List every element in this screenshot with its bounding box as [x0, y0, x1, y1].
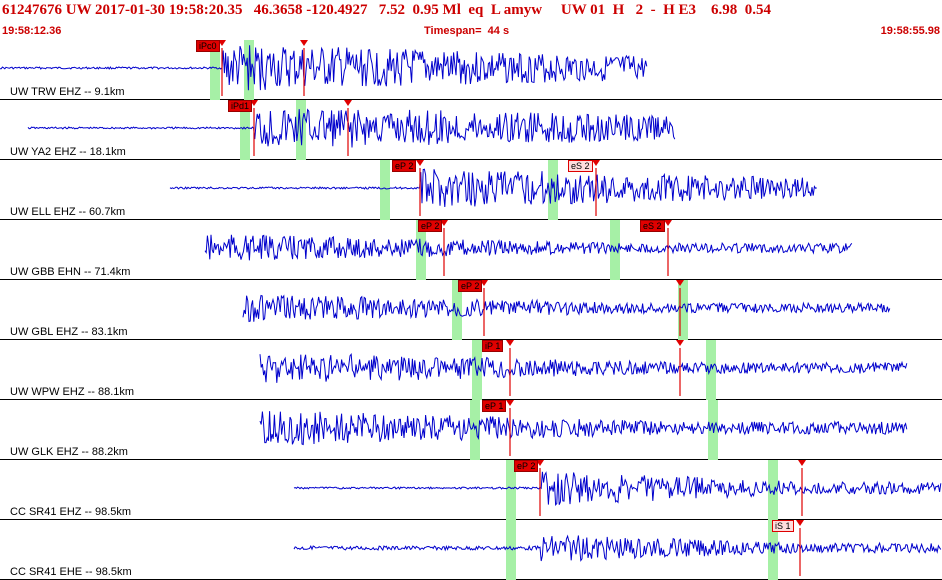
pick-p-label[interactable]: eP 2 [458, 280, 483, 292]
trace-sr41-ehz[interactable]: eP 2 CC SR41 EHZ -- 98.5km [0, 460, 942, 520]
waveform [293, 460, 942, 520]
pick-arrow-icon[interactable] [798, 460, 806, 466]
waveform [27, 100, 676, 160]
seismogram-line [27, 108, 676, 148]
pick-window [240, 100, 250, 160]
trace-label: UW GBL EHZ -- 83.1km [10, 326, 128, 338]
start-time: 19:58:12.36 [2, 25, 62, 37]
trace-wpw[interactable]: iP 1 UW WPW EHZ -- 88.1km [0, 340, 942, 400]
seismogram-line [259, 352, 908, 383]
pick-window [470, 400, 480, 460]
trace-label: UW GBB EHN -- 71.4km [10, 266, 131, 278]
seismogram-line [204, 234, 853, 261]
trace-label: UW ELL EHZ -- 60.7km [10, 206, 126, 218]
pick-arrow-icon[interactable] [664, 220, 672, 226]
waveform [169, 160, 817, 220]
pick-s-label[interactable]: iS 1 [772, 520, 794, 532]
waveform [293, 520, 942, 580]
seismogram-line [293, 534, 942, 562]
pick-window [678, 280, 688, 340]
seismogram-line [259, 411, 908, 446]
pick-window [452, 280, 462, 340]
trace-label: CC SR41 EHZ -- 98.5km [10, 506, 132, 518]
pick-window [706, 340, 716, 400]
trace-panel[interactable]: iPc0 UW TRW EHZ -- 9.1km iPd1 UW YA2 EHZ… [0, 40, 942, 580]
waveform [259, 400, 908, 460]
trace-sr41-ehe[interactable]: iS 1 CC SR41 EHE -- 98.5km [0, 520, 942, 580]
seismogram-line [169, 168, 817, 208]
pick-arrow-icon[interactable] [592, 160, 600, 166]
event-header: 61247676 UW 2017-01-30 19:58:20.35 46.36… [0, 0, 942, 40]
pick-window [506, 460, 516, 520]
event-title: 61247676 UW 2017-01-30 19:58:20.35 46.36… [2, 2, 772, 18]
pick-window [548, 160, 558, 220]
trace-label: UW TRW EHZ -- 9.1km [10, 86, 125, 98]
trace-label: UW YA2 EHZ -- 18.1km [10, 146, 126, 158]
trace-gbb[interactable]: eP 2 eS 2 UW GBB EHN -- 71.4km [0, 220, 942, 280]
pick-window [210, 40, 220, 100]
pick-arrow-icon[interactable] [506, 400, 514, 406]
pick-p-label[interactable]: eP 2 [392, 160, 417, 172]
pick-p-label[interactable]: iPd1 [228, 100, 253, 112]
pick-arrow-icon[interactable] [796, 520, 804, 526]
end-time: 19:58:55.98 [880, 25, 940, 37]
pick-window [472, 340, 482, 400]
pick-window [380, 160, 390, 220]
trace-glk[interactable]: eP 1 UW GLK EHZ -- 88.2km [0, 400, 942, 460]
pick-window [768, 460, 778, 520]
seismogram-line [242, 294, 891, 323]
pick-arrow-icon[interactable] [344, 100, 352, 106]
seismogram-line [0, 45, 648, 91]
pick-arrow-icon[interactable] [676, 280, 684, 286]
pick-p-label[interactable]: eP 2 [418, 220, 443, 232]
trace-label: UW GLK EHZ -- 88.2km [10, 446, 128, 458]
pick-arrow-icon[interactable] [300, 40, 308, 46]
pick-arrow-icon[interactable] [416, 160, 424, 166]
pick-p-label[interactable]: iP 1 [482, 340, 504, 352]
pick-p-label[interactable]: eP 2 [514, 460, 539, 472]
trace-gbl[interactable]: eP 2 UW GBL EHZ -- 83.1km [0, 280, 942, 340]
pick-window [506, 520, 516, 580]
timespan: Timespan= 44 s [424, 25, 510, 37]
trace-label: UW WPW EHZ -- 88.1km [10, 386, 135, 398]
pick-p-label[interactable]: iPc0 [196, 40, 220, 52]
trace-ya2[interactable]: iPd1 UW YA2 EHZ -- 18.1km [0, 100, 942, 160]
waveform [242, 280, 891, 340]
pick-p-label[interactable]: eP 1 [482, 400, 507, 412]
pick-arrow-icon[interactable] [218, 40, 226, 46]
pick-window [296, 100, 306, 160]
pick-s-label[interactable]: eS 2 [568, 160, 593, 172]
seismogram-line [293, 471, 942, 507]
trace-ell[interactable]: eP 2 eS 2 UW ELL EHZ -- 60.7km [0, 160, 942, 220]
pick-arrow-icon[interactable] [676, 340, 684, 346]
trace-trw[interactable]: iPc0 UW TRW EHZ -- 9.1km [0, 40, 942, 100]
pick-s-label[interactable]: eS 2 [640, 220, 665, 232]
pick-arrow-icon[interactable] [506, 340, 514, 346]
waveform [259, 340, 908, 400]
trace-label: CC SR41 EHE -- 98.5km [10, 566, 132, 578]
waveform [0, 40, 648, 100]
waveform [204, 220, 853, 280]
